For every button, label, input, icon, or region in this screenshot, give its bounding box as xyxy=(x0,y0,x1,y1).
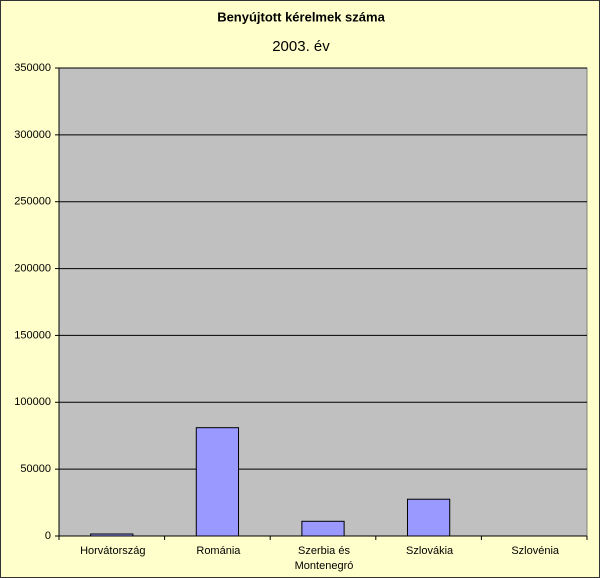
y-tick-label: 250000 xyxy=(14,196,51,208)
y-tick-label: 300000 xyxy=(14,129,51,141)
bar xyxy=(90,533,134,537)
bar xyxy=(195,427,240,537)
y-tick-label: 200000 xyxy=(14,262,51,274)
y-tick-label: 50000 xyxy=(20,463,51,475)
plot-area xyxy=(58,67,588,537)
y-tick-label: 350000 xyxy=(14,62,51,74)
x-tick-label: Horvátország xyxy=(80,545,146,557)
x-tick-label: Románia xyxy=(196,545,241,557)
x-tick-label: Szlovénia xyxy=(511,545,560,557)
bar xyxy=(406,498,451,537)
y-tick-label: 0 xyxy=(45,530,51,542)
y-tick-label: 100000 xyxy=(14,396,51,408)
chart-subtitle: 2003. év xyxy=(272,38,330,55)
x-tick-label: Szlovákia xyxy=(406,545,454,557)
y-tick-label: 150000 xyxy=(14,329,51,341)
x-tick-label: Szerbia és Montenegró xyxy=(294,545,354,572)
bar xyxy=(301,520,345,537)
chart-title: Benyújtott kérelmek száma xyxy=(217,9,385,24)
